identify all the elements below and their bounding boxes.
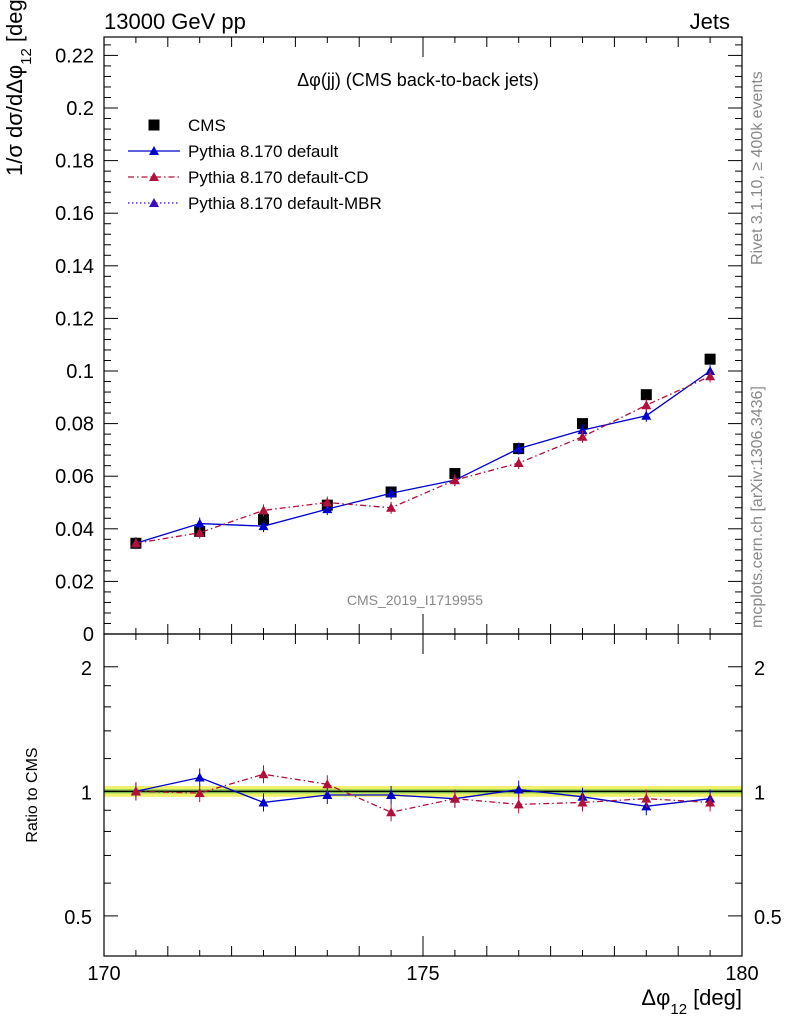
default-point [641,410,652,420]
ratio-cd-point [641,793,652,803]
main-ytick-label: 0.08 [55,414,94,436]
main-y-ticks: 0 0.02 0.04 0.06 0.08 0.1 0.12 0.14 0.16 0.18 0.2 0… [55,44,742,646]
legend-label: Pythia 8.170 default-MBR [188,194,382,213]
cms-point [258,514,269,526]
ratio-ytick-label: 1 [81,782,92,804]
ratio-ytick-label: 0.5 [64,907,92,929]
main-ytick-label: 0.14 [55,256,94,278]
main-ytick-label: 0.02 [55,571,94,593]
rivet-label: Rivet 3.1.10, ≥ 400k events [749,71,766,265]
ratio-default-point [513,784,524,794]
cms-point [640,389,652,401]
legend-marker [149,172,159,181]
ratio-series [130,765,716,822]
ratio-ytick-label-right: 2 [754,658,765,680]
ratio-y-ticks: 0.5 0.5 1 1 2 2 [64,658,782,929]
ratio-ytick-label-right: 1 [754,782,765,804]
cd-point [641,400,652,410]
main-ytick-label: 0.1 [66,361,94,383]
series-line-cd [135,375,711,544]
legend-label: CMS [188,116,226,135]
main-panel: 0 0.02 0.04 0.06 0.08 0.1 0.12 0.14 0.16 0.18 0.2 0… [1,0,743,646]
ratio-cd-point [705,797,716,807]
ratio-line-cd [135,773,711,813]
x-tick-label: 175 [406,963,439,985]
default-point [577,425,588,435]
cd-point [130,538,141,548]
ratio-panel: 0.5 0.5 1 1 2 2 170 175 180 Ratio to CMS [24,633,782,985]
main-ytick-label: 0.12 [55,308,94,330]
ratio-x-ticks: 170 175 180 [87,634,759,985]
ratio-cd-point [449,793,460,803]
ratio-cd-point [194,788,205,798]
ylabel-unit: [deg [2,0,27,42]
default-point [194,518,205,528]
main-ytick-label: 0.04 [55,519,94,541]
main-x-ticks [103,37,743,634]
ratio-y-axis-label: Ratio to CMS [24,747,41,842]
cms-point [704,353,716,365]
legend-label: Pythia 8.170 default [188,142,339,161]
main-y-axis-label-text: 1/σ dσ/dΔφ12[deg-1] [1,0,35,176]
legend-marker [149,198,159,207]
cms-point [449,468,461,480]
xlabel-sub: 12 [670,1001,687,1018]
ylabel-frac: 1/σ dσ/dΔφ [2,65,27,176]
default-point [386,488,397,498]
ratio-cd-point [258,769,269,779]
legend-marker-cms [148,119,160,131]
legend-label: Pythia 8.170 default-CD [188,168,369,187]
ratio-line-default [135,776,711,807]
ylabel-sub: 12 [18,48,35,65]
header-right: Jets [690,9,730,34]
cd-point [577,431,588,441]
x-tick-label: 180 [725,963,758,985]
default-point [513,443,524,453]
mcplots-label: mcplots.cern.ch [arXiv:1306.3436] [749,386,766,628]
default-point [322,504,333,514]
ratio-cd-point [322,779,333,789]
cms-point [577,418,588,430]
main-ytick-label: 0 [83,624,94,646]
cd-point [194,527,205,537]
main-ytick-label: 0.22 [55,45,94,67]
ratio-cd-point [386,807,397,817]
xlabel-main: Δφ [641,985,670,1010]
cd-point [513,458,524,468]
main-ytick-label: 0.18 [55,151,94,173]
cd-point [386,502,397,512]
x-tick-label: 170 [87,963,120,985]
main-series [130,353,716,550]
ratio-default-point [258,797,269,807]
legend: CMS Pythia 8.170 default Pythia 8.170 defa… [128,116,382,213]
ratio-band [104,786,742,797]
cd-point [449,475,460,485]
default-point [258,521,269,531]
legend-marker [149,146,159,155]
main-ytick-label: 0.06 [55,466,94,488]
ratio-ytick-label-right: 0.5 [754,907,782,929]
cd-point [322,497,333,507]
ratio-ytick-label: 2 [81,658,92,680]
series-line-default [135,370,711,544]
ratio-cd-point [513,799,524,809]
ratio-cd-point [130,786,141,796]
cd-point [705,371,716,381]
x-axis-label: Δφ12 [deg] [641,985,742,1018]
main-ytick-label: 0.16 [55,203,94,225]
ratio-default-point [386,789,397,799]
main-y-axis-label: 1/σ dσ/dΔφ12[deg-1] [1,0,35,176]
watermark: CMS_2019_I1719955 [347,592,483,608]
main-ytick-label: 0.2 [66,98,94,120]
ratio-cd-point [577,797,588,807]
header-left: 13000 GeV pp [104,9,246,34]
ratio-default-point [322,789,333,799]
xlabel-unit: [deg] [693,985,742,1010]
ratio-default-point [194,772,205,782]
plot-title: Δφ(jj) (CMS back-to-back jets) [297,70,539,90]
cd-point [258,505,269,515]
